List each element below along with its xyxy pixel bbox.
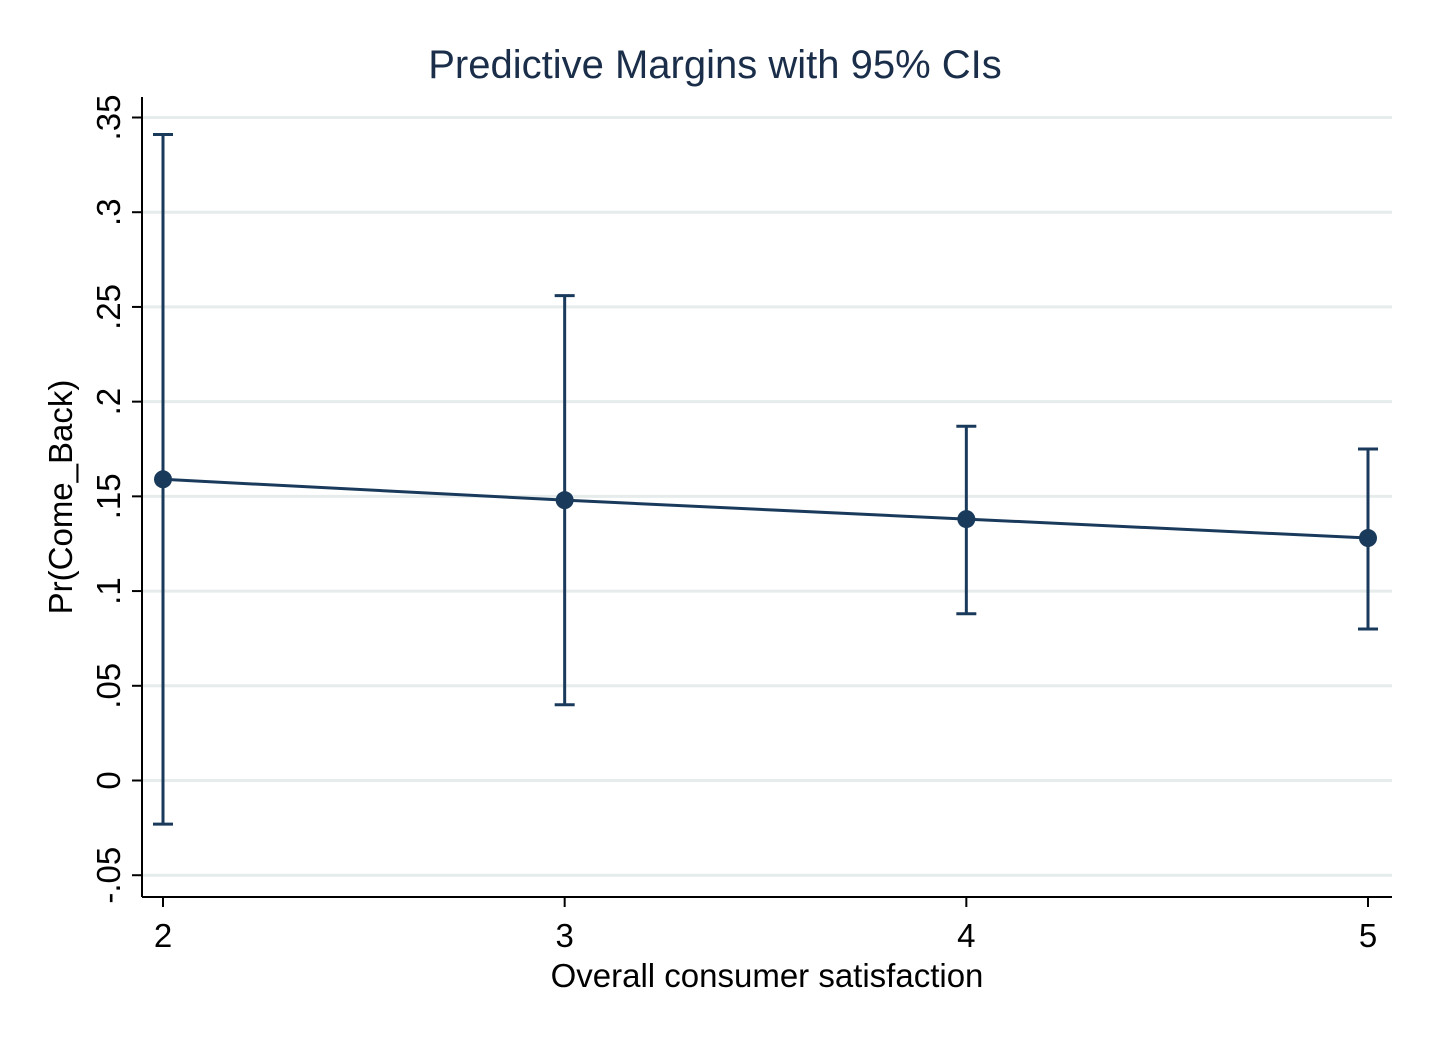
y-tick-label: 0 xyxy=(90,771,127,789)
y-ticks: -.05 0 .05 .1 .15 .2 .25 .3 .35 xyxy=(90,95,142,904)
x-tick-label: 4 xyxy=(957,917,975,954)
y-tick-label: .2 xyxy=(90,388,127,416)
series-line-group xyxy=(162,477,1369,540)
y-tick-label: .25 xyxy=(90,284,127,330)
x-tick-label: 5 xyxy=(1359,917,1377,954)
data-point xyxy=(555,491,574,510)
data-point xyxy=(1359,529,1377,548)
x-tick-label: 3 xyxy=(555,917,573,954)
y-tick-label: .3 xyxy=(90,198,127,226)
series-line xyxy=(162,477,1369,540)
data-point xyxy=(154,470,172,489)
y-tick-label: .15 xyxy=(90,473,127,519)
x-axis-label: Overall consumer satisfaction xyxy=(551,957,984,994)
y-tick-label: .35 xyxy=(90,95,127,141)
y-axis-label: Pr(Come_Back) xyxy=(42,380,79,615)
chart-title: Predictive Margins with 95% CIs xyxy=(428,43,1002,87)
y-tick-label: .1 xyxy=(90,577,127,605)
y-tick-label: -.05 xyxy=(90,847,127,904)
grid xyxy=(142,116,1392,877)
y-tick-label: .05 xyxy=(90,663,127,709)
series-points xyxy=(154,470,1377,548)
data-point xyxy=(957,510,976,529)
x-ticks: 2 3 4 5 xyxy=(154,897,1377,954)
x-tick-label: 2 xyxy=(154,917,172,954)
